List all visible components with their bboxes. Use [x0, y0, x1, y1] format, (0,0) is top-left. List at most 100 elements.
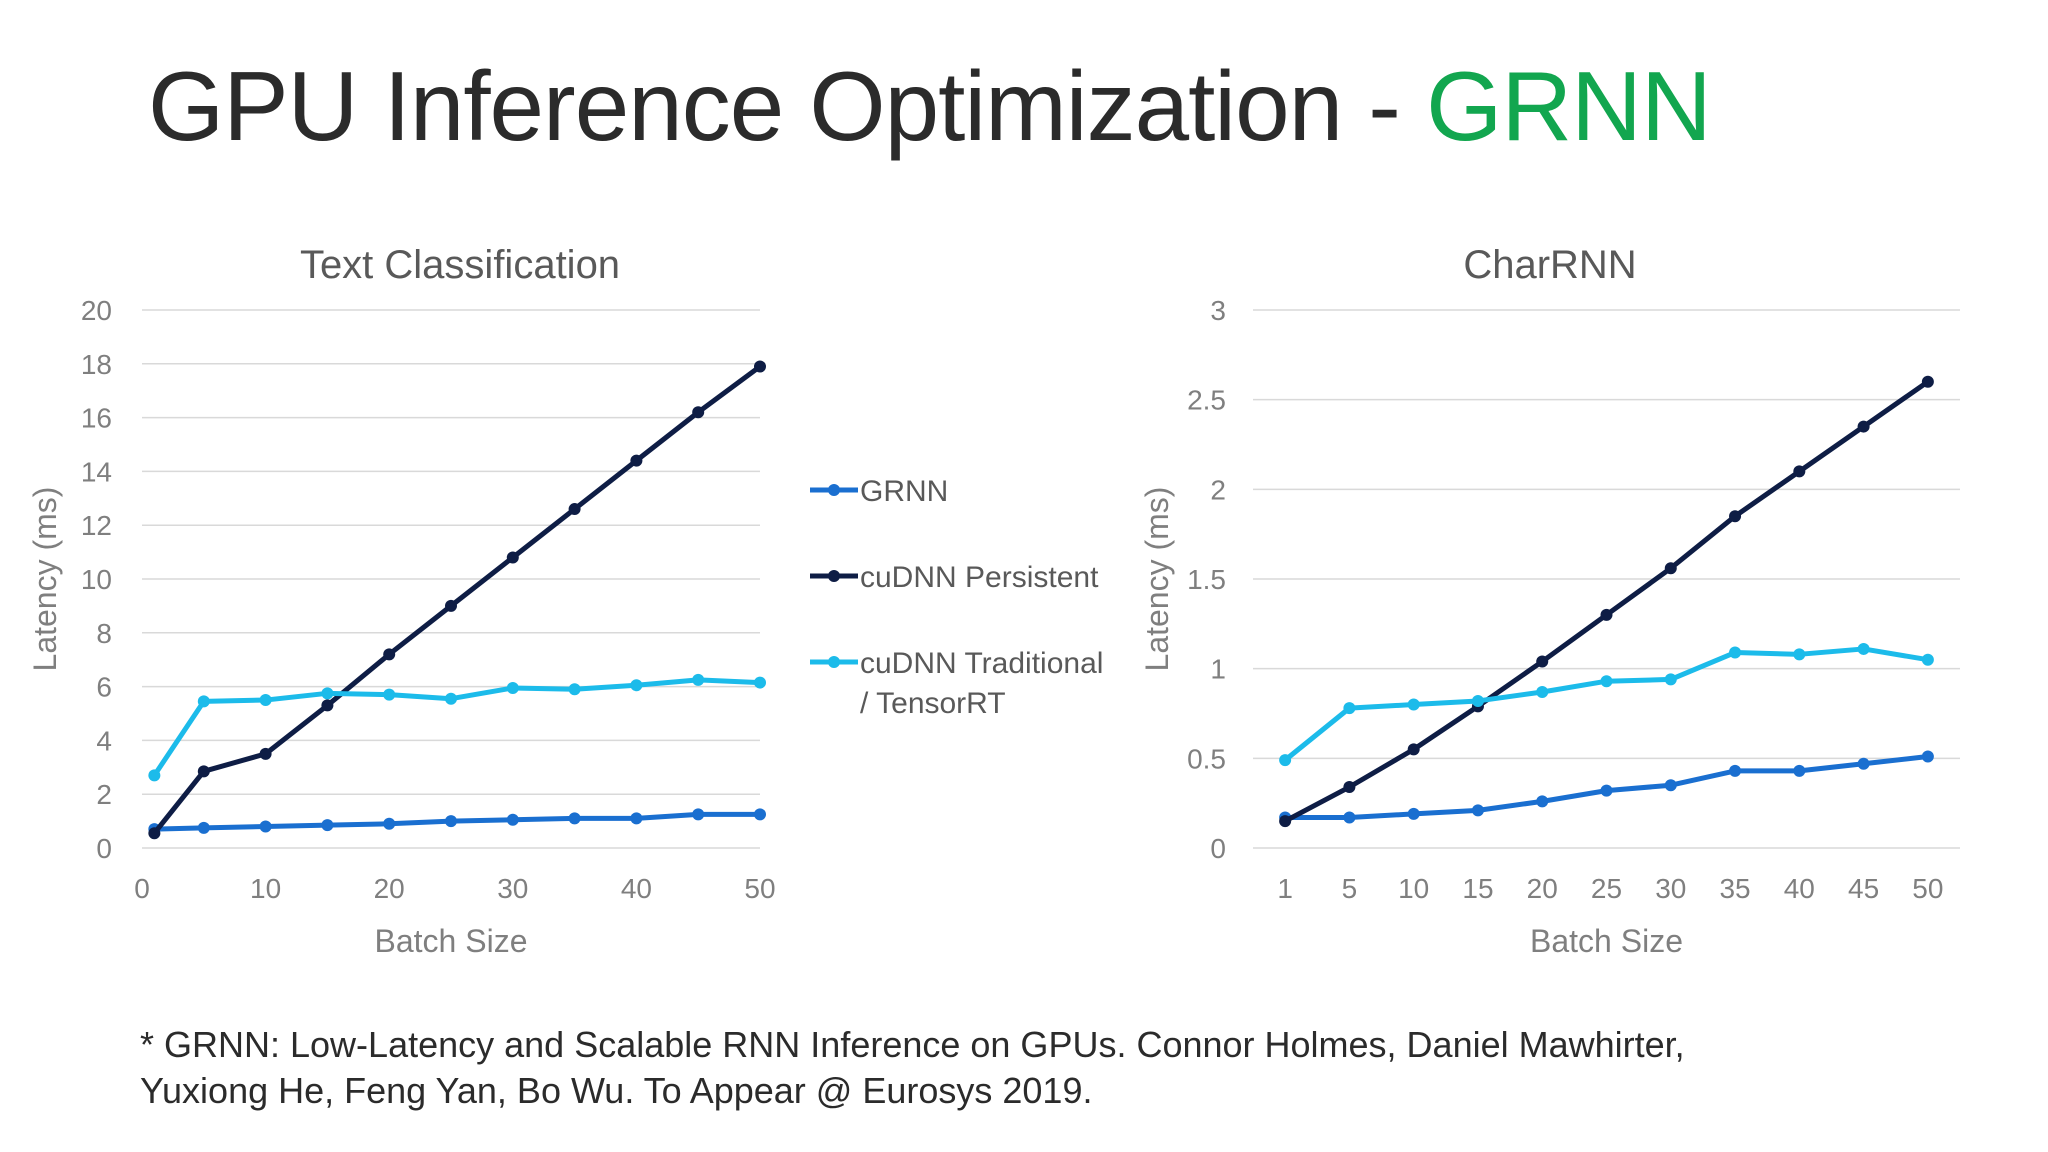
- data-point: [321, 687, 334, 700]
- y-tick-label: 0: [1210, 833, 1226, 864]
- slide-title: GPU Inference Optimization - GRNN: [148, 50, 1712, 163]
- data-point: [1536, 655, 1549, 668]
- x-tick-label: 20: [1527, 873, 1558, 904]
- legend-label: cuDNN Persistent: [860, 561, 1099, 594]
- data-point: [321, 699, 334, 712]
- data-point: [1921, 375, 1934, 388]
- x-tick-label: 1: [1277, 873, 1293, 904]
- data-point: [568, 683, 581, 696]
- y-axis-label: Latency (ms): [1139, 487, 1175, 672]
- data-point: [1793, 648, 1806, 661]
- data-point: [445, 599, 457, 612]
- data-point: [1857, 757, 1870, 770]
- y-tick-label: 4: [96, 725, 112, 756]
- slide-title-accent: GRNN: [1426, 51, 1712, 161]
- data-point: [383, 648, 396, 661]
- data-point: [1921, 750, 1934, 763]
- data-point: [692, 673, 705, 686]
- y-tick-label: 3: [1210, 295, 1226, 326]
- data-point: [1471, 694, 1484, 707]
- data-point: [630, 812, 643, 825]
- x-tick-label: 0: [134, 873, 150, 904]
- data-point: [1664, 562, 1677, 575]
- y-tick-label: 1.5: [1187, 564, 1226, 595]
- data-point: [630, 679, 643, 692]
- x-tick-label: 40: [1784, 873, 1815, 904]
- series-line: [1283, 646, 1929, 763]
- data-point: [754, 676, 766, 689]
- legend: GRNN cuDNN Persistent cuDNN Traditional / T…: [810, 475, 1103, 720]
- y-tick-label: 1: [1210, 654, 1226, 685]
- y-tick-label: 0.5: [1187, 743, 1226, 774]
- data-point: [1407, 807, 1420, 820]
- data-point: [1600, 784, 1613, 797]
- slide-title-main: GPU Inference Optimization -: [148, 51, 1427, 161]
- data-point: [148, 827, 161, 840]
- y-tick-label: 2: [96, 779, 112, 810]
- data-point: [259, 820, 272, 833]
- series-line: [152, 364, 762, 835]
- data-point: [506, 551, 519, 564]
- data-point: [1664, 673, 1677, 686]
- y-tick-label: 10: [81, 564, 112, 595]
- y-tick-label: 6: [96, 672, 112, 703]
- x-tick-label: 30: [497, 873, 528, 904]
- x-tick-label: 35: [1719, 873, 1750, 904]
- data-point: [1793, 465, 1806, 478]
- data-point: [1793, 764, 1806, 777]
- data-point: [506, 681, 519, 694]
- legend-marker: [828, 484, 840, 496]
- legend-label: cuDNN Traditional: [860, 647, 1103, 680]
- data-point: [1729, 764, 1742, 777]
- series-line: [1283, 379, 1930, 824]
- x-tick-label: 40: [621, 873, 652, 904]
- legend-marker: [828, 570, 840, 582]
- footnote-line-2: Yuxiong He, Feng Yan, Bo Wu. To Appear @…: [140, 1070, 1093, 1111]
- data-point: [1407, 698, 1420, 711]
- data-point: [630, 454, 643, 467]
- x-tick-label: 30: [1655, 873, 1686, 904]
- y-tick-label: 14: [81, 456, 112, 487]
- data-point: [1664, 779, 1677, 792]
- x-tick-label: 15: [1462, 873, 1493, 904]
- y-tick-label: 8: [96, 618, 112, 649]
- footnote: * GRNN: Low-Latency and Scalable RNN Inf…: [140, 1022, 1685, 1114]
- data-point: [1729, 510, 1742, 523]
- data-point: [692, 808, 705, 821]
- legend-marker: [828, 656, 840, 668]
- data-point: [1857, 420, 1870, 433]
- chart-title: CharRNN: [1463, 243, 1636, 287]
- x-tick-label: 10: [250, 873, 281, 904]
- x-tick-label: 10: [1398, 873, 1429, 904]
- chart-title: Text Classification: [300, 243, 620, 287]
- y-tick-label: 2: [1210, 474, 1226, 505]
- data-point: [754, 360, 766, 373]
- data-point: [259, 694, 272, 707]
- data-point: [445, 815, 457, 828]
- data-point: [506, 813, 519, 826]
- data-point: [321, 819, 334, 832]
- y-tick-label: 12: [81, 510, 112, 541]
- data-point: [1921, 653, 1934, 666]
- legend-label: GRNN: [860, 475, 948, 508]
- x-tick-label: 20: [374, 873, 405, 904]
- y-tick-label: 0: [96, 833, 112, 864]
- y-tick-label: 16: [81, 403, 112, 434]
- y-tick-label: 20: [81, 295, 112, 326]
- data-point: [1407, 743, 1420, 756]
- footnote-line-1: * GRNN: Low-Latency and Scalable RNN Inf…: [140, 1024, 1685, 1065]
- data-point: [568, 812, 581, 825]
- data-point: [383, 817, 396, 830]
- chart-text-classification: Text Classification 0 2 4 6 8 10 12 14 16 18 20 0 10 2…: [27, 243, 776, 959]
- data-point: [1279, 754, 1292, 767]
- data-point: [197, 765, 210, 778]
- legend-label: / TensorRT: [860, 687, 1006, 720]
- y-tick-label: 2.5: [1187, 385, 1226, 416]
- data-point: [1729, 646, 1742, 659]
- data-point: [1343, 781, 1356, 794]
- y-tick-label: 18: [81, 349, 112, 380]
- data-point: [383, 688, 396, 701]
- x-axis-label: Batch Size: [1530, 923, 1683, 959]
- x-tick-label: 50: [744, 873, 775, 904]
